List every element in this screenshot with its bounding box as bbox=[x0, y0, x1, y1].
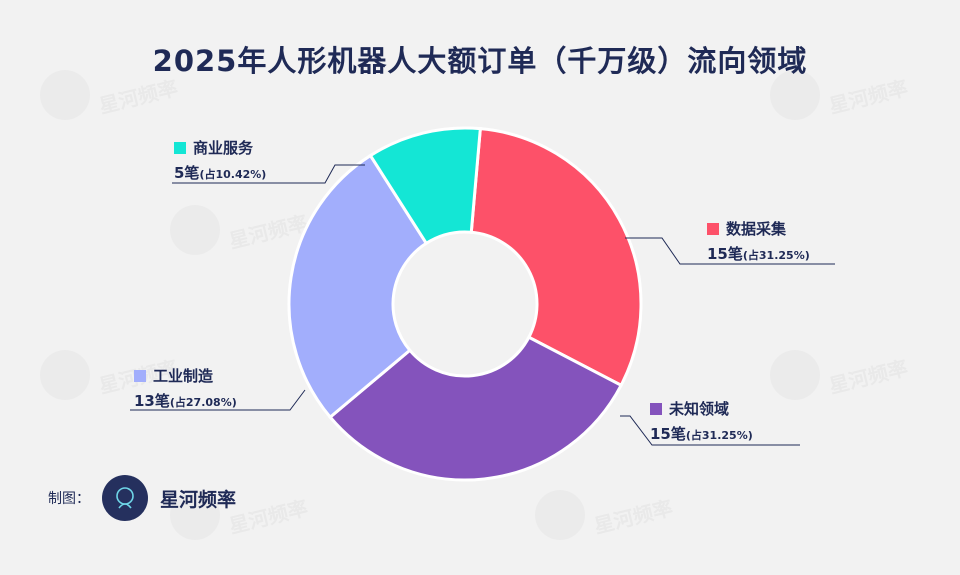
leader-line bbox=[172, 164, 365, 184]
donut-slice-unknown bbox=[328, 335, 624, 482]
brand-logo-icon bbox=[102, 475, 148, 521]
legend-swatch bbox=[174, 141, 186, 154]
watermark-logo-icon bbox=[770, 350, 820, 400]
watermark-logo-icon bbox=[535, 490, 585, 540]
watermark: 星河频率 bbox=[170, 490, 310, 540]
brand-name: 星河频率 bbox=[160, 488, 237, 511]
leader-line bbox=[620, 415, 800, 446]
slice-label-industrial: 工业制造 13笔(占27.08%) bbox=[134, 367, 237, 410]
leader-line bbox=[130, 389, 306, 411]
watermark-logo-icon bbox=[40, 350, 90, 400]
slice-label-data-collection: 数据采集 15笔(占31.25%) bbox=[707, 220, 810, 263]
watermark: 星河频率 bbox=[770, 70, 910, 120]
legend-swatch bbox=[707, 222, 719, 235]
legend-swatch bbox=[650, 402, 662, 415]
watermark-logo-icon bbox=[40, 70, 90, 120]
watermark: 星河频率 bbox=[535, 490, 675, 540]
leader-line bbox=[625, 237, 835, 265]
chart-title: 2025年人形机器人大额订单（千万级）流向领域 bbox=[152, 44, 808, 78]
slice-label-commercial: 商业服务 5笔(占10.42%) bbox=[174, 139, 267, 182]
donut-slice-industrial bbox=[287, 153, 429, 420]
slice-label-unknown: 未知领域 15笔(占31.25%) bbox=[650, 400, 753, 443]
watermark: 星河频率 bbox=[40, 70, 180, 120]
legend-swatch bbox=[134, 369, 146, 382]
watermark-logo-icon bbox=[170, 205, 220, 255]
watermark: 星河频率 bbox=[40, 350, 180, 400]
credit: 制图： 星河频率 bbox=[48, 475, 236, 521]
watermark-logo-icon bbox=[770, 70, 820, 120]
credit-label: 制图： bbox=[48, 491, 90, 507]
donut-slice-commercial bbox=[368, 126, 482, 246]
watermark-logo-icon bbox=[170, 490, 220, 540]
watermark: 星河频率 bbox=[770, 350, 910, 400]
donut-slice-data-collection bbox=[469, 127, 643, 388]
watermark: 星河频率 bbox=[170, 205, 310, 255]
